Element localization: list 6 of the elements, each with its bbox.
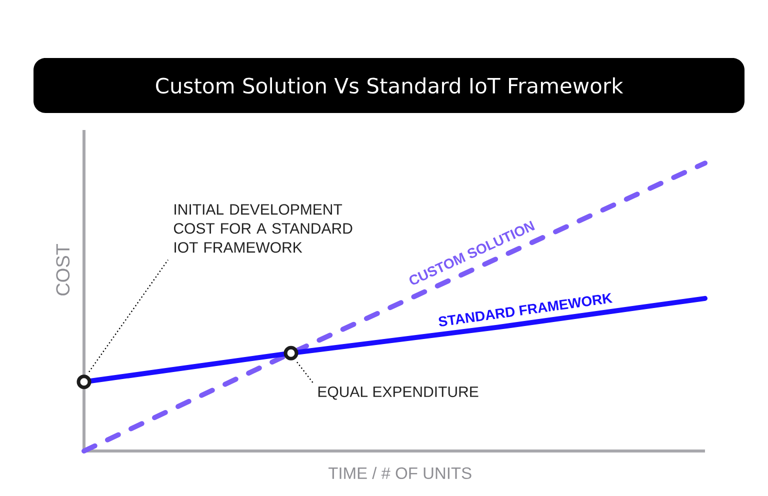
- y-axis-title: COST: [56, 244, 70, 296]
- chart-title: Custom Solution Vs Standard IoT Framework: [156, 77, 624, 94]
- x-axis-title: TIME / # OF UNITS: [328, 466, 472, 480]
- annotation: INITIAL DEVELOPMENT COST FOR A STANDARD IOT FRAMEWORK: [174, 204, 352, 253]
- annotation: EQUAL EXPENDITURE: [318, 386, 478, 400]
- text: STANDARD FRAMEWORK: [438, 293, 613, 326]
